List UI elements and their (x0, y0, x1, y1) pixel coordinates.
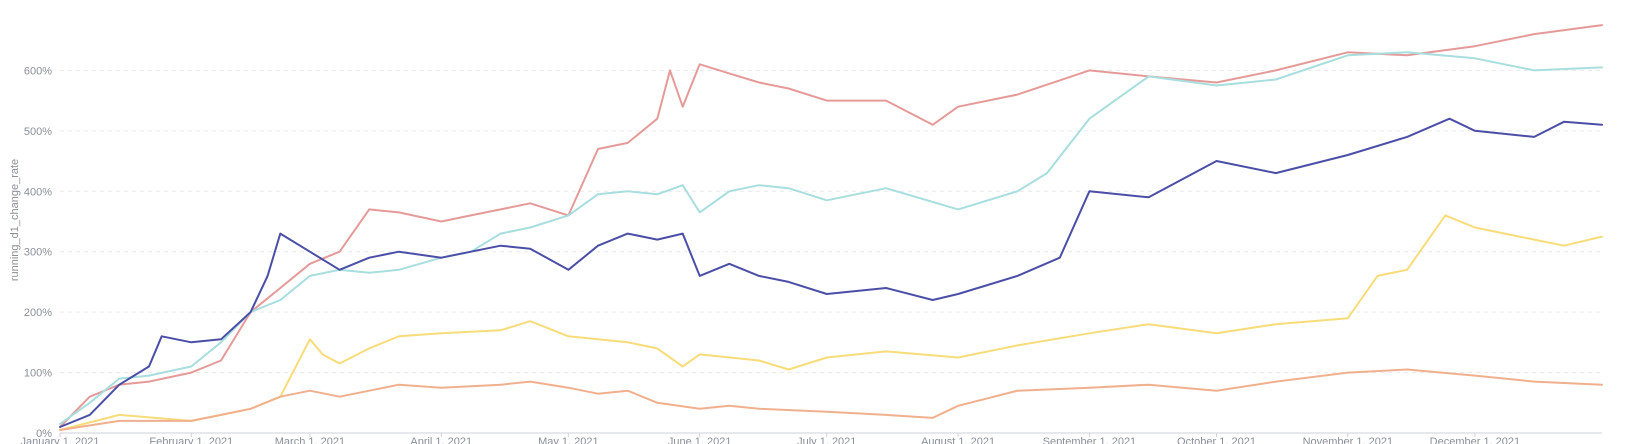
x-tick-label: February 1, 2021 (149, 436, 233, 444)
x-tick-label: August 1, 2021 (921, 436, 995, 444)
series-lines (59, 24, 1603, 431)
grid-lines (60, 69, 1602, 374)
y-tick-label: 300% (24, 247, 52, 259)
x-tick-label: May 1, 2021 (538, 436, 599, 444)
x-tick-label: September 1, 2021 (1043, 436, 1137, 444)
y-tick-label: 200% (24, 307, 52, 319)
y-tick-label: 500% (24, 126, 52, 138)
series-line-3 (59, 117, 1603, 428)
x-tick-label: March 1, 2021 (275, 436, 345, 444)
x-tick-label: April 1, 2021 (410, 436, 472, 444)
x-tick-label: October 1, 2021 (1177, 436, 1256, 444)
x-tick-label: January 1, 2021 (21, 436, 100, 444)
x-tick-label: November 1, 2021 (1303, 436, 1394, 444)
x-tick-label: December 1, 2021 (1430, 436, 1521, 444)
y-tick-label: 0% (36, 428, 52, 440)
x-tick-label: June 1, 2021 (668, 436, 732, 444)
y-axis-ticks: 0% 100% 200% 300% 400% 500% 600% (24, 65, 52, 440)
series-line-4 (59, 214, 1603, 431)
y-tick-label: 100% (24, 368, 52, 380)
y-tick-label: 400% (24, 186, 52, 198)
series-line-5 (59, 368, 1603, 431)
x-tick-label: July 1, 2021 (797, 436, 856, 444)
x-axis-ticks: January 1, 2021 February 1, 2021 March 1, … (21, 433, 1521, 444)
series-line-1 (59, 24, 1603, 428)
series-line-2 (59, 51, 1603, 425)
y-axis-label: running_d1_change_rate (9, 159, 21, 281)
y-tick-label: 600% (24, 65, 52, 77)
